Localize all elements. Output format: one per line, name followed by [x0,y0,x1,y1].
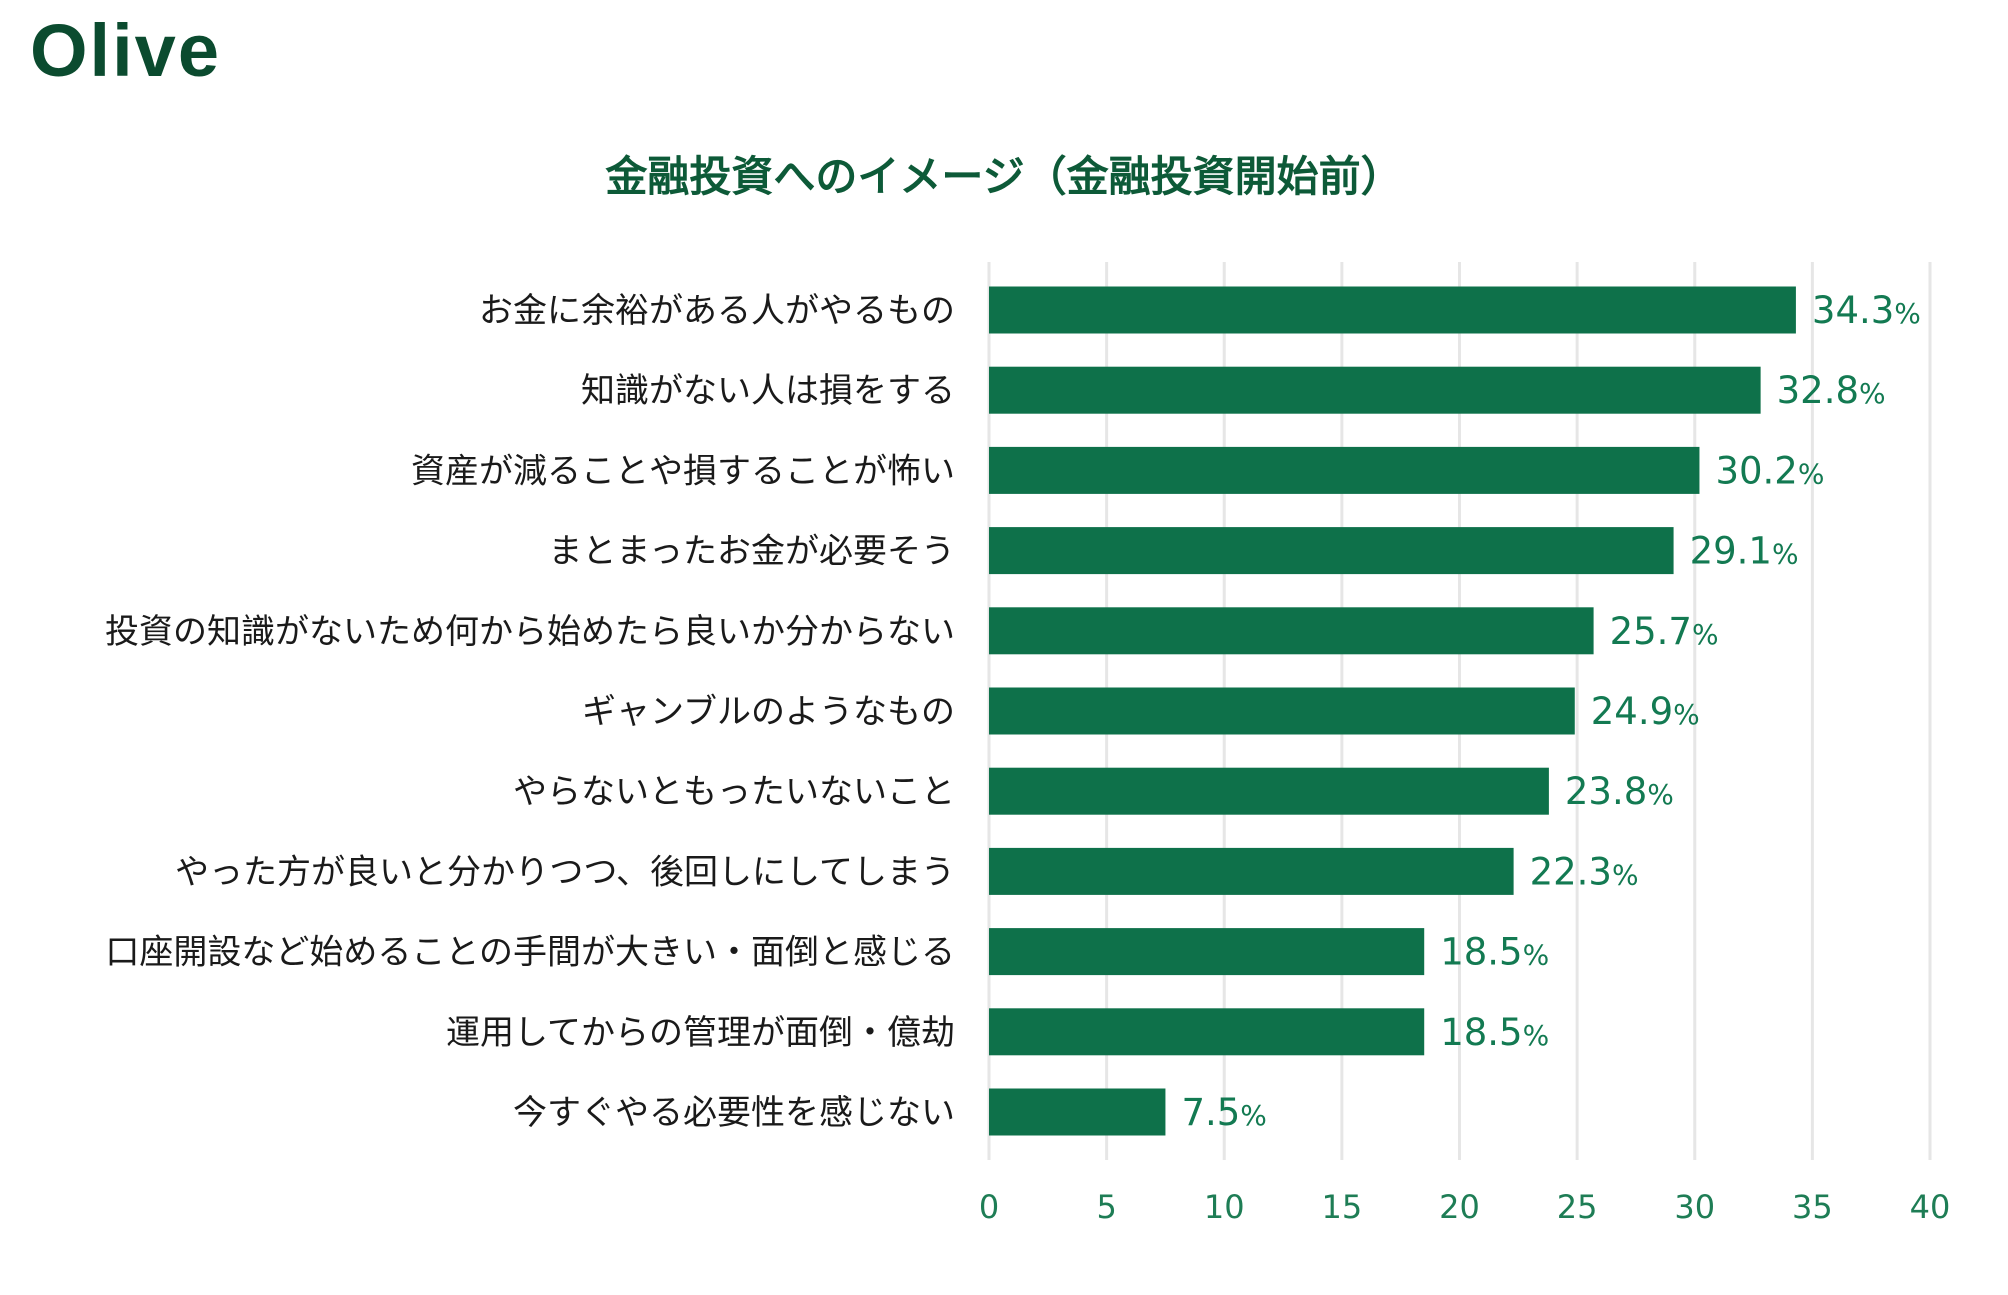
value-label: 32.8% [1777,369,1886,412]
value-number: 22.3 [1530,850,1612,893]
bar [989,366,1761,414]
bar [989,286,1796,334]
value-unit: % [1894,297,1921,330]
value-number: 25.7 [1610,610,1692,653]
value-number: 30.2 [1715,449,1797,492]
x-tick-label: 0 [979,1188,999,1226]
x-tick-label: 30 [1674,1188,1715,1226]
x-axis-tick-labels: 0 5 10 15 20 25 30 35 40 [979,1188,1951,1226]
value-label: 29.1% [1690,530,1799,573]
x-tick-label: 25 [1557,1188,1598,1226]
value-number: 18.5 [1440,1011,1522,1054]
category-label: やらないともったいないこと [513,772,955,812]
chart-title: 金融投資へのイメージ（金融投資開始前） [605,152,1403,201]
x-tick-label: 40 [1910,1188,1951,1226]
bar [989,767,1549,815]
value-number: 24.9 [1591,690,1673,733]
value-number: 34.3 [1812,289,1894,332]
value-unit: % [1523,1019,1550,1052]
category-label: 口座開設など始めることの手間が大きい・面倒と感じる [105,933,955,973]
category-labels: お金に余裕がある人がやるもの知識がない人は損をする資産が減ることや損することが怖… [105,291,955,1133]
x-tick-label: 10 [1204,1188,1245,1226]
bar [989,928,1425,976]
category-label: お金に余裕がある人がやるもの [479,291,955,331]
bar [989,446,1700,494]
value-unit: % [1612,858,1639,891]
x-tick-label: 5 [1096,1188,1116,1226]
x-tick-label: 15 [1322,1188,1363,1226]
value-number: 32.8 [1777,369,1859,412]
x-tick-label: 35 [1792,1188,1833,1226]
value-label: 7.5% [1181,1091,1266,1134]
value-number: 7.5 [1181,1091,1240,1134]
category-label: 運用してからの管理が面倒・億劫 [446,1013,955,1053]
value-label: 30.2% [1715,449,1824,492]
bar [989,847,1514,895]
value-label: 34.3% [1812,289,1921,332]
value-unit: % [1692,618,1719,651]
value-unit: % [1523,939,1550,972]
category-label: 投資の知識がないため何から始めたら良いか分からない [105,612,955,652]
category-label: 資産が減ることや損することが怖い [411,451,955,491]
value-unit: % [1673,698,1700,731]
bar [989,1008,1425,1056]
value-label: 23.8% [1565,770,1674,813]
bar [989,1088,1166,1136]
value-number: 29.1 [1690,530,1772,573]
value-label: 18.5% [1440,931,1549,974]
value-unit: % [1859,377,1886,410]
value-label: 22.3% [1530,850,1639,893]
value-unit: % [1798,457,1825,490]
bars [989,286,1796,1136]
value-label: 24.9% [1591,690,1700,733]
bar [989,687,1575,735]
bar [989,607,1594,655]
category-label: 知識がない人は損をする [581,371,955,411]
bar [989,527,1674,575]
value-label: 25.7% [1610,610,1719,653]
value-unit: % [1772,538,1799,571]
category-label: ギャンブルのようなもの [582,692,955,732]
value-labels: 34.3%32.8%30.2%29.1%25.7%24.9%23.8%22.3%… [1181,289,1920,1134]
value-unit: % [1647,778,1674,811]
category-label: やった方が良いと分かりつつ、後回しにしてしまう [175,852,955,892]
category-label: まとまったお金が必要そう [548,532,955,572]
x-tick-label: 20 [1439,1188,1480,1226]
brand-logo: Olive [30,9,221,92]
value-unit: % [1240,1099,1267,1132]
value-number: 18.5 [1440,931,1522,974]
value-number: 23.8 [1565,770,1647,813]
category-label: 今すぐやる必要性を感じない [513,1093,955,1133]
value-label: 18.5% [1440,1011,1549,1054]
